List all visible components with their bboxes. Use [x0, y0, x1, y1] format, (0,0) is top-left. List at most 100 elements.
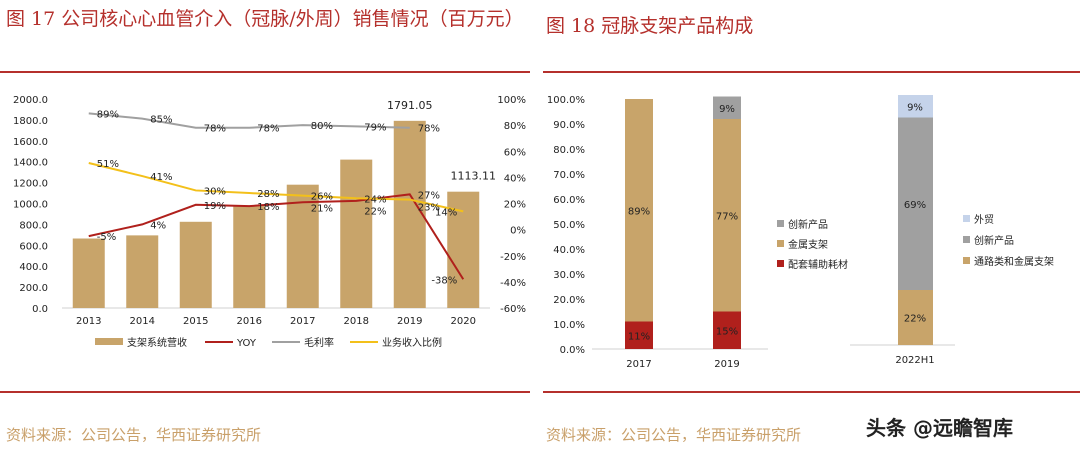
- line-data-label: 24%: [364, 194, 386, 205]
- y-tick-label: 10.0%: [553, 320, 585, 331]
- line-业务收入比例: [88, 162, 464, 213]
- right-chart-title: 图 18 冠脉支架产品构成: [546, 15, 754, 37]
- line-data-label: -5%: [97, 232, 116, 243]
- line-data-label: 78%: [204, 124, 226, 135]
- y-tick-label: 1600.0: [13, 137, 48, 148]
- line-data-label: 85%: [150, 115, 172, 126]
- legend-swatch: [95, 338, 123, 345]
- legend-label: YOY: [236, 338, 257, 349]
- line-data-label: 79%: [364, 122, 386, 133]
- legend-label: 配套辅助耗材: [788, 258, 848, 271]
- legend-label: 支架系统营收: [127, 336, 187, 349]
- y-tick-label: 20.0%: [553, 295, 585, 306]
- legend-swatch: [777, 260, 784, 267]
- legend-swatch: [777, 220, 784, 227]
- x-tick-label: 2014: [130, 316, 155, 327]
- bar: [179, 221, 212, 308]
- line-data-label: 4%: [150, 220, 166, 231]
- line-data-label: 14%: [435, 207, 457, 218]
- line-data-label: 51%: [97, 159, 119, 170]
- line-data-label: 27%: [418, 190, 440, 201]
- y-tick-label: 0.0: [32, 304, 48, 315]
- stacked-bar-segment: [713, 311, 741, 349]
- x-tick-label: 2017: [626, 359, 651, 370]
- bar: [393, 120, 426, 309]
- line-data-label: 78%: [418, 124, 440, 135]
- line-data-label: 41%: [150, 172, 172, 183]
- y2-tick-label: 100%: [497, 95, 526, 106]
- y-tick-label: 90.0%: [553, 120, 585, 131]
- legend-label: 毛利率: [304, 336, 334, 349]
- legend-swatch: [963, 257, 970, 264]
- y2-tick-label: 80%: [504, 121, 526, 132]
- y-tick-label: 70.0%: [553, 170, 585, 181]
- line-data-label: 23%: [418, 202, 440, 213]
- segment-label: 9%: [719, 104, 735, 115]
- x-tick-label: 2019: [714, 359, 739, 370]
- y2-tick-label: -40%: [500, 278, 526, 289]
- stacked-bar-segment: [898, 95, 933, 118]
- y2-tick-label: 60%: [504, 147, 526, 158]
- legend-label: 外贸: [974, 214, 994, 226]
- line-data-label: 26%: [311, 192, 333, 203]
- bar: [126, 235, 159, 308]
- stacked-bar-segment: [713, 119, 741, 312]
- x-tick-label: 2022H1: [895, 355, 934, 366]
- divider: [0, 71, 530, 73]
- x-tick-label: 2013: [76, 316, 101, 327]
- y2-tick-label: 40%: [504, 173, 526, 184]
- line-data-label: 19%: [204, 201, 226, 212]
- bar: [72, 238, 105, 308]
- segment-label: 77%: [716, 211, 738, 222]
- stacked-bar-segment: [625, 321, 653, 349]
- y2-tick-label: 0%: [510, 226, 526, 237]
- y-tick-label: 2000.0: [13, 95, 48, 106]
- bar: [233, 206, 266, 308]
- line-YOY: [88, 193, 465, 280]
- y-tick-label: 0.0%: [560, 345, 585, 356]
- y-tick-label: 800.0: [19, 220, 48, 231]
- bar-data-label: 1113.11: [451, 170, 497, 183]
- line-data-label: 30%: [204, 186, 226, 197]
- legend-label: 业务收入比例: [382, 336, 442, 349]
- x-tick-label: 2018: [344, 316, 369, 327]
- bar-data-label: 1791.05: [387, 99, 433, 112]
- line-data-label: 28%: [257, 189, 279, 200]
- legend-swatch: [777, 240, 784, 247]
- x-tick-label: 2020: [451, 316, 476, 327]
- y-tick-label: 30.0%: [553, 270, 585, 281]
- x-tick-label: 2019: [397, 316, 422, 327]
- y-tick-label: 60.0%: [553, 195, 585, 206]
- stacked-bar-segment: [898, 117, 933, 290]
- stacked-bar-segment: [713, 96, 741, 119]
- y-tick-label: 200.0: [19, 283, 48, 294]
- stacked-bar-segment: [898, 290, 933, 345]
- segment-label: 22%: [904, 314, 926, 325]
- divider: [543, 71, 1080, 73]
- segment-label: 11%: [628, 331, 650, 342]
- line-data-label: 18%: [257, 202, 279, 213]
- x-tick-label: 2017: [290, 316, 315, 327]
- y-tick-label: 50.0%: [553, 220, 585, 231]
- right-source: 资料来源：公司公告，华西证券研究所: [546, 426, 802, 444]
- y-tick-label: 1000.0: [13, 200, 48, 211]
- left-chart-title: 图 17 公司核心心血管介入（冠脉/外周）销售情况（百万元）: [6, 8, 524, 30]
- y-tick-label: 1200.0: [13, 179, 48, 190]
- segment-label: 15%: [716, 326, 738, 337]
- y-tick-label: 1800.0: [13, 116, 48, 127]
- line-data-label: 80%: [311, 121, 333, 132]
- y-tick-label: 1400.0: [13, 158, 48, 169]
- divider: [543, 391, 1080, 393]
- segment-label: 9%: [907, 102, 923, 113]
- y-tick-label: 600.0: [19, 241, 48, 252]
- legend-swatch: [963, 236, 970, 243]
- legend-label: 金属支架: [788, 238, 828, 251]
- x-tick-label: 2015: [183, 316, 208, 327]
- y2-tick-label: -60%: [500, 304, 526, 315]
- line-毛利率: [88, 112, 410, 129]
- y-tick-label: 80.0%: [553, 145, 585, 156]
- y-tick-label: 100.0%: [547, 95, 585, 106]
- segment-label: 89%: [628, 206, 650, 217]
- line-data-label: -38%: [431, 275, 457, 286]
- left-source: 资料来源：公司公告，华西证券研究所: [6, 426, 262, 444]
